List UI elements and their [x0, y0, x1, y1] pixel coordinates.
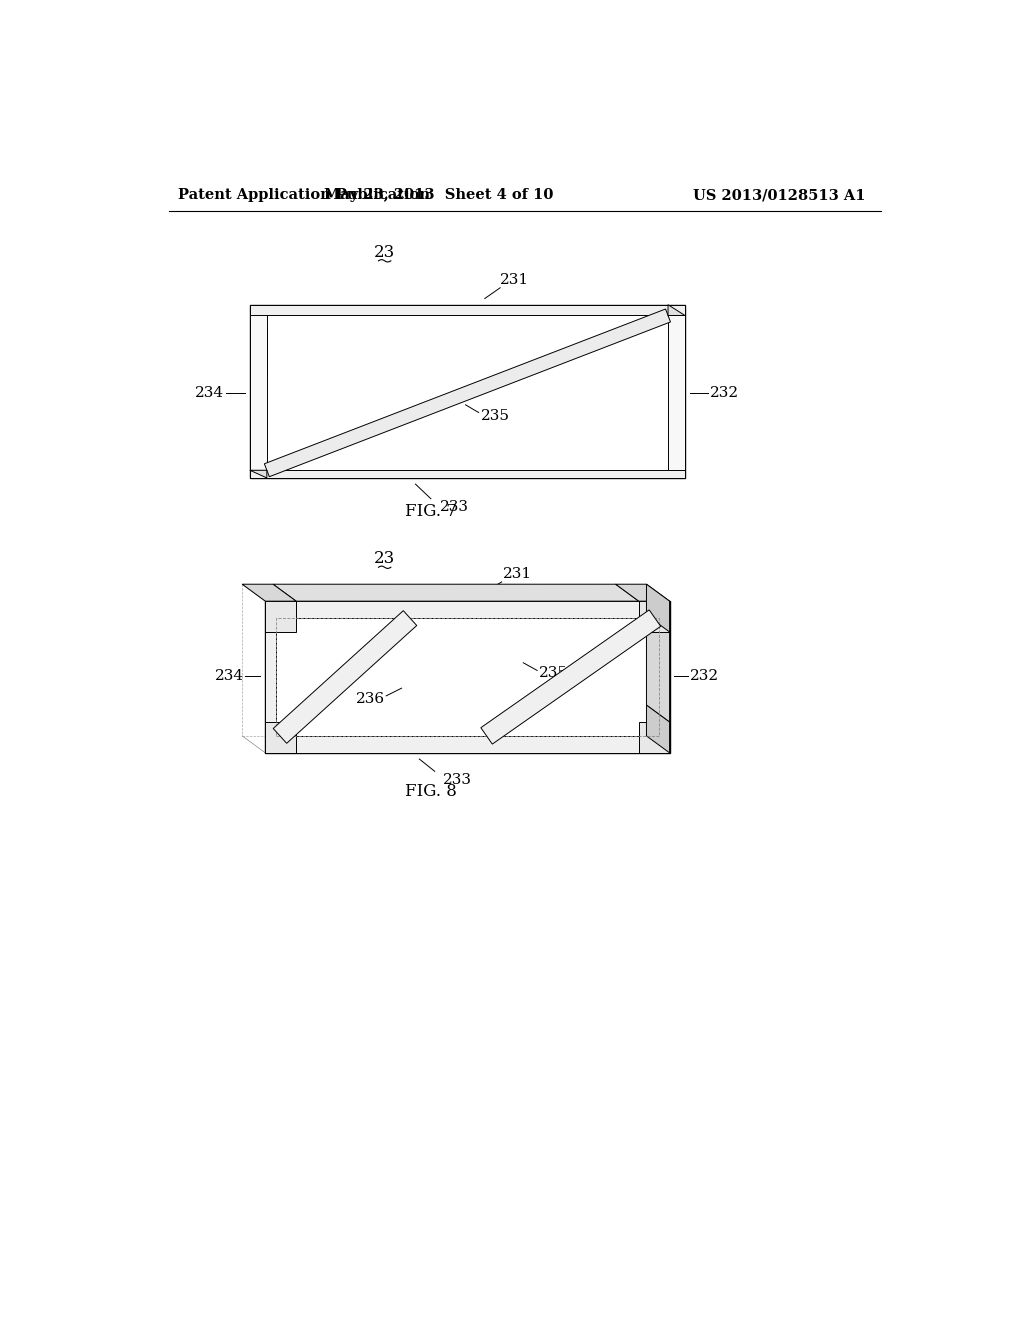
Text: Patent Application Publication: Patent Application Publication — [178, 189, 430, 202]
Bar — [276, 618, 658, 737]
Text: 234: 234 — [196, 387, 224, 400]
Bar — [639, 601, 670, 632]
Text: 235: 235 — [481, 409, 510, 424]
Bar — [296, 601, 639, 618]
Bar — [265, 601, 296, 632]
Bar — [265, 722, 296, 752]
Text: 233: 233 — [443, 774, 472, 787]
Text: FIG. 7: FIG. 7 — [404, 503, 457, 520]
Polygon shape — [264, 309, 671, 477]
Text: FIG. 8: FIG. 8 — [404, 783, 457, 800]
Text: 234: 234 — [215, 669, 244, 682]
Text: 23: 23 — [374, 550, 395, 568]
Polygon shape — [646, 615, 670, 722]
Polygon shape — [273, 585, 639, 601]
Polygon shape — [273, 611, 417, 743]
Bar — [250, 470, 685, 478]
Bar — [250, 305, 685, 478]
Text: 232: 232 — [689, 669, 719, 682]
Bar — [265, 601, 670, 752]
Text: 23: 23 — [374, 244, 395, 261]
Text: 235: 235 — [539, 665, 567, 680]
Bar — [658, 632, 670, 722]
Text: 233: 233 — [439, 500, 468, 515]
Bar — [250, 305, 267, 478]
Polygon shape — [250, 470, 267, 478]
Polygon shape — [646, 705, 670, 752]
Text: 231: 231 — [503, 568, 531, 581]
Text: US 2013/0128513 A1: US 2013/0128513 A1 — [692, 189, 865, 202]
Bar — [296, 737, 639, 752]
Text: 236: 236 — [355, 692, 385, 706]
Polygon shape — [481, 610, 660, 744]
Polygon shape — [615, 585, 670, 601]
Polygon shape — [243, 585, 296, 601]
Text: 231: 231 — [500, 273, 529, 286]
Bar — [250, 305, 685, 315]
Polygon shape — [646, 585, 670, 632]
Bar — [639, 722, 670, 752]
Bar — [668, 305, 685, 478]
Bar — [265, 632, 276, 722]
Text: May 23, 2013  Sheet 4 of 10: May 23, 2013 Sheet 4 of 10 — [324, 189, 553, 202]
Text: 232: 232 — [710, 387, 738, 400]
Polygon shape — [668, 305, 685, 315]
